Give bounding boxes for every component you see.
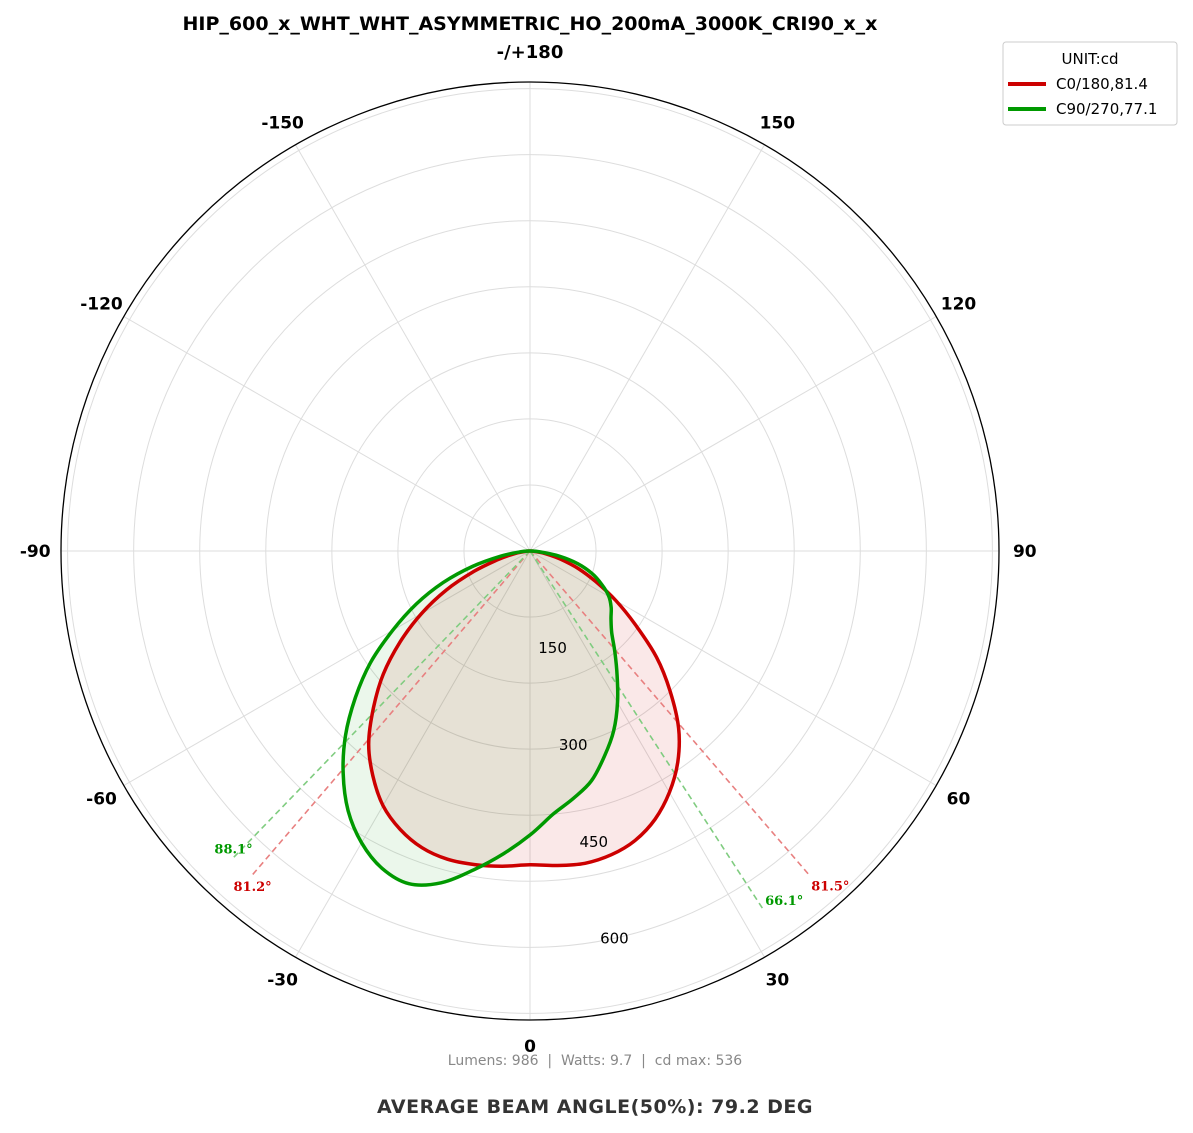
angle-tick-label: -120: [80, 295, 123, 315]
series-curve-1: [341, 549, 620, 887]
radial-tick-label: 600: [600, 930, 629, 948]
grid-spoke: [123, 316, 531, 552]
chart-top-label: -/+180: [497, 42, 564, 63]
legend-box: [1002, 41, 1178, 126]
angle-tick-label: -150: [261, 114, 304, 134]
series-curves: [341, 549, 682, 887]
grid-spoke: [529, 550, 937, 786]
beam-label: 81.2°: [234, 880, 272, 895]
angle-tick-label: 30: [766, 971, 790, 991]
series-fill-0: [368, 551, 680, 867]
beam-angle-labels: 81.2° 81.5° 88.1° 66.1°: [214, 843, 849, 909]
radial-tick-label: 450: [579, 833, 608, 851]
angle-tick-label: -60: [86, 789, 117, 809]
series-fills: [343, 551, 680, 886]
radial-tick-label: 300: [559, 736, 588, 754]
beam-label: 66.1°: [765, 894, 803, 909]
chart-title: HIP_600_x_WHT_WHT_ASYMMETRIC_HO_200mA_30…: [183, 13, 878, 35]
angle-tick-label: -90: [20, 542, 51, 562]
outer-circle: [60, 81, 1000, 1021]
grid-spoke: [123, 550, 531, 786]
beam-label: 88.1°: [214, 843, 252, 858]
angle-tick-labels: 0 30 60 90 120 150 -30 -60 -90 -120 -150: [20, 114, 1037, 1057]
grid-spoke: [529, 550, 765, 958]
series-fill-1: [343, 551, 618, 886]
series-curve-0: [366, 549, 682, 868]
legend: UNIT:cd C0/180,81.4 C90/270,77.1: [1002, 41, 1178, 126]
angle-tick-label: 0: [524, 1037, 536, 1057]
legend-title: UNIT:cd: [1062, 50, 1119, 68]
beam-line-0-0: [249, 550, 531, 878]
beam-line-0-1: [529, 550, 811, 877]
polar-grid: [60, 81, 1000, 1021]
beam-line-1-0: [230, 550, 531, 861]
average-beam-angle: AVERAGE BEAM ANGLE(50%): 79.2 DEG: [377, 1096, 813, 1118]
grid-spoke: [529, 316, 937, 552]
radial-tick-label: 150: [538, 639, 567, 657]
angle-tick-label: 120: [941, 295, 977, 315]
grid-spoke: [295, 550, 531, 958]
radial-tick-labels: 150 300 450 600: [538, 639, 628, 948]
grid-spoke: [529, 144, 765, 552]
beam-line-1-1: [529, 550, 765, 912]
stats-line: Lumens: 986 | Watts: 9.7 | cd max: 536: [448, 1053, 743, 1069]
angle-tick-label: 60: [947, 789, 971, 809]
legend-label-c0: C0/180,81.4: [1056, 75, 1148, 93]
grid-spoke: [295, 144, 531, 552]
angle-tick-label: -30: [267, 971, 298, 991]
beam-angle-lines: [230, 550, 811, 912]
beam-label: 81.5°: [811, 879, 849, 894]
angle-tick-label: 150: [760, 114, 796, 134]
angle-tick-label: 90: [1013, 542, 1037, 562]
legend-label-c90: C90/270,77.1: [1056, 100, 1157, 118]
